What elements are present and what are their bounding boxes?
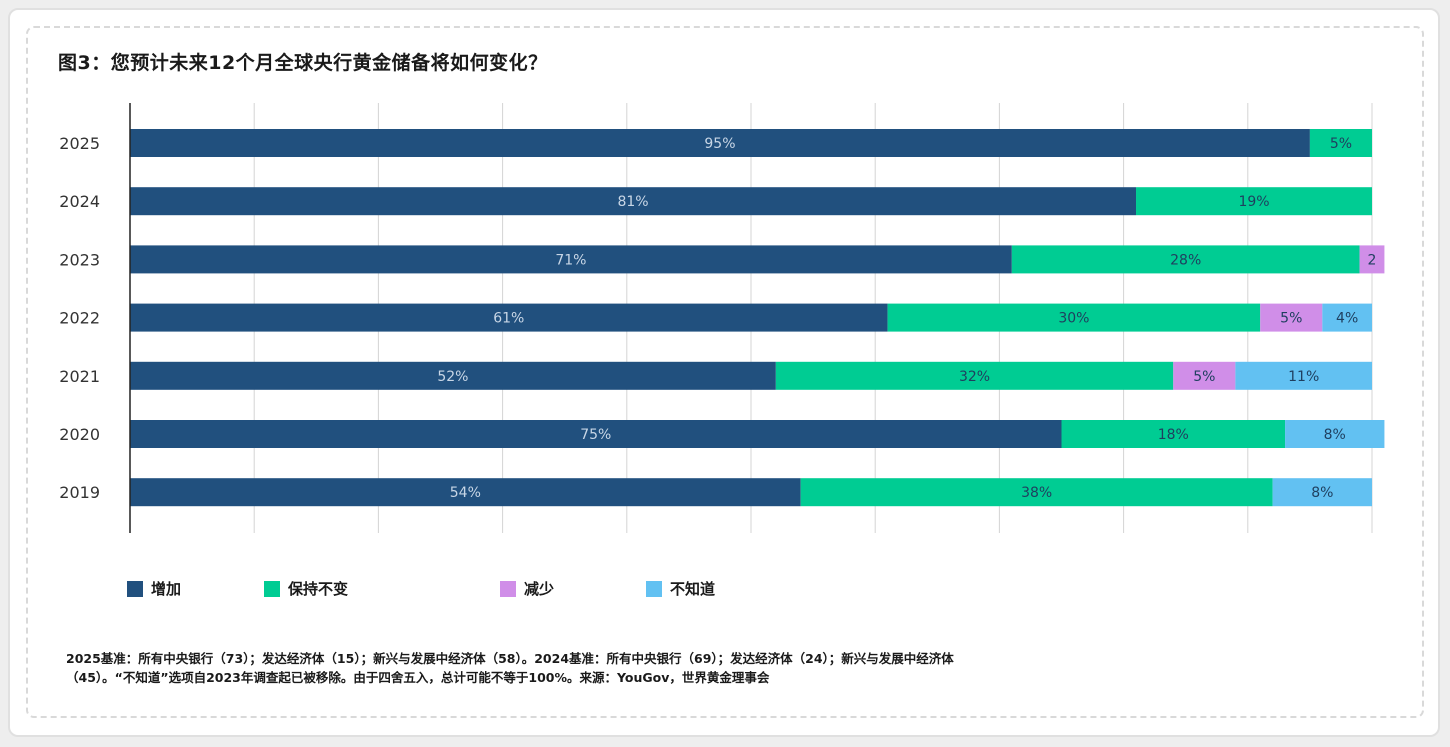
data-label: 54% (450, 485, 481, 501)
y-tick-label: 2019 (59, 483, 100, 502)
bar-segment (1285, 420, 1385, 448)
data-label: 38% (1021, 485, 1052, 501)
bar-segment (130, 129, 1310, 157)
y-tick-label: 2025 (59, 134, 100, 153)
data-label: 2 (1368, 252, 1377, 268)
bar-segment (1235, 361, 1372, 390)
legend-label: 减少 (524, 580, 555, 598)
legend-item: 增加 (127, 578, 181, 599)
data-label: 5% (1280, 311, 1302, 327)
legend-label: 不知道 (670, 580, 716, 598)
data-label: 75% (580, 427, 611, 443)
bar-segment (1061, 420, 1286, 448)
data-label: 52% (437, 369, 468, 385)
chart-notes: 2025基准：所有中央银行（73）；发达经济体（15）；新兴与发展中经济体（58… (66, 649, 1166, 687)
data-label: 95% (704, 136, 735, 152)
legend-item: 不知道 (646, 578, 715, 599)
bar-segment (775, 361, 1174, 390)
data-label: 32% (959, 369, 990, 385)
data-label: 61% (493, 311, 524, 327)
data-label: 30% (1058, 311, 1089, 327)
bar-segment (1173, 361, 1236, 390)
legend-label: 增加 (151, 580, 182, 598)
data-label: 19% (1238, 194, 1269, 210)
bar-segment (130, 303, 888, 332)
bar-segment (1359, 245, 1385, 274)
bar-segment (1322, 303, 1372, 332)
data-label: 4% (1336, 311, 1358, 327)
y-tick-label: 2021 (59, 367, 100, 386)
data-label: 81% (617, 194, 648, 210)
y-tick-label: 2022 (59, 309, 100, 328)
bar-segment (1309, 129, 1372, 157)
data-label: 5% (1330, 136, 1352, 152)
chart-legend: 增加 保持不变 减少 不知道 (0, 578, 1450, 604)
bar-segment (800, 478, 1273, 507)
chart-title: 图3：您预计未来12个月全球央行黄金储备将如何变化？ (58, 52, 548, 74)
data-label: 11% (1288, 369, 1319, 385)
y-tick-label: 2020 (59, 425, 100, 444)
bar-segment (1136, 187, 1372, 216)
bar-segment (130, 420, 1062, 448)
data-label: 5% (1193, 369, 1215, 385)
data-label: 8% (1311, 485, 1333, 501)
bar-segment (130, 478, 801, 507)
bar-segment (130, 187, 1137, 216)
y-tick-label: 2024 (59, 192, 100, 211)
data-label: 18% (1158, 427, 1189, 443)
y-tick-label: 2023 (59, 250, 100, 269)
notes-line-1: 2025基准：所有中央银行（73）；发达经济体（15）；新兴与发展中经济体（58… (66, 651, 954, 666)
legend-swatch (500, 580, 516, 597)
legend-item: 减少 (500, 578, 554, 599)
bar-segment (1011, 245, 1360, 274)
legend-label: 保持不变 (288, 580, 349, 598)
bar-segment (887, 303, 1261, 332)
bar-segment (130, 245, 1012, 274)
bar-segment (1260, 303, 1323, 332)
data-label: 71% (555, 252, 586, 268)
legend-swatch (127, 580, 143, 597)
data-label: 28% (1170, 252, 1201, 268)
bar-segment (130, 361, 776, 390)
legend-item: 保持不变 (264, 578, 348, 599)
data-label: 8% (1324, 427, 1346, 443)
legend-swatch (264, 580, 280, 597)
legend-swatch (646, 580, 662, 597)
bar-segment (1272, 478, 1372, 507)
chart-panel (26, 26, 1424, 718)
notes-line-2: （45）。“不知道”选项自2023年调查起已被移除。由于四舍五入，总计可能不等于… (66, 670, 770, 685)
